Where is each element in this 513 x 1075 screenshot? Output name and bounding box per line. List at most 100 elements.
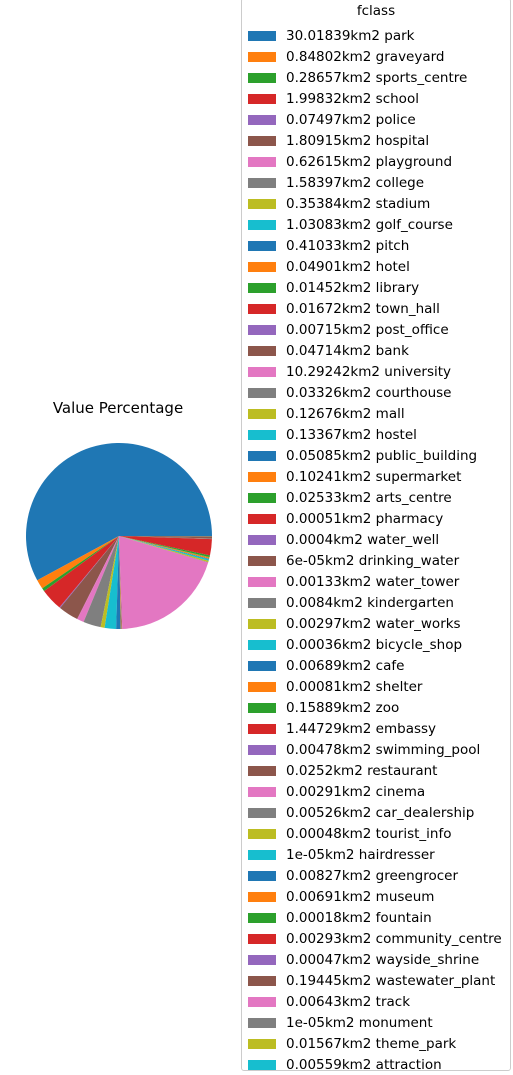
- legend-label: 0.10241km2 supermarket: [286, 469, 461, 485]
- legend-entry: 0.00689km2 cafe: [248, 655, 404, 676]
- legend-entry: 0.00691km2 museum: [248, 886, 434, 907]
- legend-swatch: [248, 829, 276, 839]
- legend-entry: 0.00081km2 shelter: [248, 676, 422, 697]
- legend-swatch: [248, 325, 276, 335]
- legend-label: 0.00047km2 wayside_shrine: [286, 952, 479, 968]
- legend-label: 0.28657km2 sports_centre: [286, 70, 467, 86]
- legend-entry: 0.02533km2 arts_centre: [248, 487, 452, 508]
- legend-swatch: [248, 766, 276, 776]
- legend: fclass 30.01839km2 park 0.84802km2 gravey…: [241, 0, 511, 1071]
- legend-label: 0.00293km2 community_centre: [286, 931, 502, 947]
- legend-entry: 0.15889km2 zoo: [248, 697, 399, 718]
- legend-entry: 0.00133km2 water_tower: [248, 571, 459, 592]
- legend-entry: 0.62615km2 playground: [248, 151, 452, 172]
- legend-entry: 1.03083km2 golf_course: [248, 214, 453, 235]
- legend-label: 1.99832km2 school: [286, 91, 419, 107]
- legend-swatch: [248, 115, 276, 125]
- pie-chart: [0, 0, 240, 1074]
- legend-swatch: [248, 304, 276, 314]
- legend-label: 0.0004km2 water_well: [286, 532, 439, 548]
- legend-swatch: [248, 451, 276, 461]
- legend-label: 0.19445km2 wastewater_plant: [286, 973, 495, 989]
- legend-entry: 10.29242km2 university: [248, 361, 451, 382]
- legend-swatch: [248, 934, 276, 944]
- legend-label: 0.01567km2 theme_park: [286, 1036, 456, 1052]
- legend-label: 0.01452km2 library: [286, 280, 419, 296]
- legend-entry: 1.44729km2 embassy: [248, 718, 436, 739]
- legend-swatch: [248, 724, 276, 734]
- legend-label: 0.41033km2 pitch: [286, 238, 409, 254]
- legend-swatch: [248, 997, 276, 1007]
- legend-entry: 0.04714km2 bank: [248, 340, 409, 361]
- legend-entry: 0.10241km2 supermarket: [248, 466, 461, 487]
- legend-label: 0.00051km2 pharmacy: [286, 511, 443, 527]
- legend-entry: 0.01567km2 theme_park: [248, 1033, 456, 1054]
- legend-swatch: [248, 409, 276, 419]
- legend-title: fclass: [242, 3, 510, 19]
- legend-swatch: [248, 787, 276, 797]
- legend-entry: 0.19445km2 wastewater_plant: [248, 970, 495, 991]
- legend-entry: 0.00478km2 swimming_pool: [248, 739, 480, 760]
- legend-entry: 0.00051km2 pharmacy: [248, 508, 443, 529]
- legend-swatch: [248, 661, 276, 671]
- legend-entry: 0.00559km2 attraction: [248, 1054, 442, 1075]
- legend-swatch: [248, 703, 276, 713]
- legend-label: 0.35384km2 stadium: [286, 196, 430, 212]
- legend-swatch: [248, 598, 276, 608]
- legend-swatch: [248, 892, 276, 902]
- legend-label: 0.04901km2 hotel: [286, 259, 410, 275]
- legend-swatch: [248, 745, 276, 755]
- legend-entry: 0.00293km2 community_centre: [248, 928, 502, 949]
- legend-swatch: [248, 430, 276, 440]
- legend-swatch: [248, 913, 276, 923]
- legend-swatch: [248, 808, 276, 818]
- legend-entry: 0.05085km2 public_building: [248, 445, 477, 466]
- legend-entry: 0.07497km2 police: [248, 109, 416, 130]
- legend-swatch: [248, 94, 276, 104]
- legend-swatch: [248, 640, 276, 650]
- legend-swatch: [248, 1060, 276, 1070]
- legend-swatch: [248, 52, 276, 62]
- legend-label: 0.04714km2 bank: [286, 343, 409, 359]
- legend-entry: 0.04901km2 hotel: [248, 256, 410, 277]
- legend-label: 30.01839km2 park: [286, 28, 414, 44]
- legend-entry: 0.28657km2 sports_centre: [248, 67, 467, 88]
- legend-swatch: [248, 73, 276, 83]
- legend-label: 0.13367km2 hostel: [286, 427, 417, 443]
- legend-swatch: [248, 850, 276, 860]
- legend-entry: 0.00291km2 cinema: [248, 781, 425, 802]
- legend-swatch: [248, 493, 276, 503]
- legend-swatch: [248, 871, 276, 881]
- legend-swatch: [248, 367, 276, 377]
- legend-label: 10.29242km2 university: [286, 364, 451, 380]
- legend-label: 0.03326km2 courthouse: [286, 385, 451, 401]
- legend-entry: 0.0252km2 restaurant: [248, 760, 437, 781]
- legend-entry: 30.01839km2 park: [248, 25, 414, 46]
- legend-swatch: [248, 136, 276, 146]
- legend-label: 0.00478km2 swimming_pool: [286, 742, 480, 758]
- legend-label: 0.00715km2 post_office: [286, 322, 449, 338]
- legend-label: 1.80915km2 hospital: [286, 133, 429, 149]
- legend-entry: 0.41033km2 pitch: [248, 235, 409, 256]
- legend-swatch: [248, 199, 276, 209]
- legend-entry: 1e-05km2 hairdresser: [248, 844, 435, 865]
- legend-label: 0.84802km2 graveyard: [286, 49, 445, 65]
- legend-label: 0.00643km2 track: [286, 994, 410, 1010]
- legend-label: 0.00827km2 greengrocer: [286, 868, 458, 884]
- legend-swatch: [248, 346, 276, 356]
- legend-swatch: [248, 556, 276, 566]
- legend-label: 0.00297km2 water_works: [286, 616, 461, 632]
- legend-label: 0.02533km2 arts_centre: [286, 490, 452, 506]
- legend-swatch: [248, 241, 276, 251]
- legend-swatch: [248, 682, 276, 692]
- legend-entry: 0.00036km2 bicycle_shop: [248, 634, 462, 655]
- legend-label: 0.07497km2 police: [286, 112, 416, 128]
- legend-label: 0.12676km2 mall: [286, 406, 405, 422]
- legend-swatch: [248, 976, 276, 986]
- legend-swatch: [248, 472, 276, 482]
- legend-entry: 0.00827km2 greengrocer: [248, 865, 458, 886]
- legend-swatch: [248, 577, 276, 587]
- legend-entry: 0.00297km2 water_works: [248, 613, 461, 634]
- legend-entry: 0.13367km2 hostel: [248, 424, 417, 445]
- legend-label: 0.00291km2 cinema: [286, 784, 425, 800]
